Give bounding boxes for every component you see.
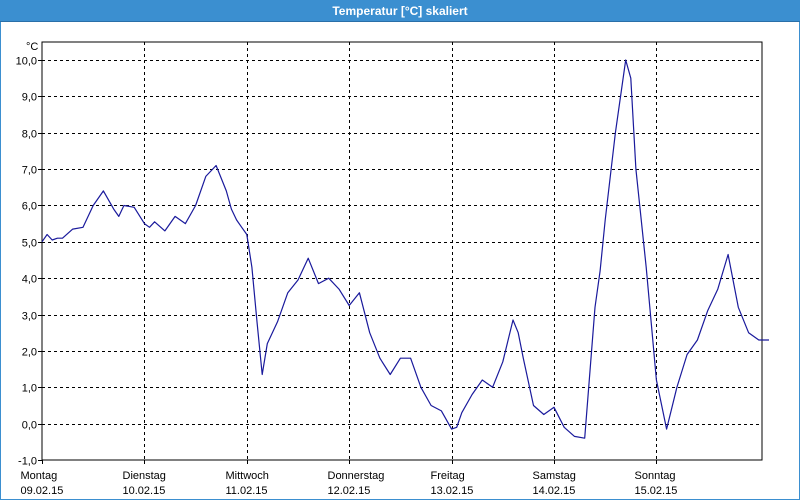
x-date-label: 11.02.15 (226, 485, 268, 497)
y-tick-label: 8,0 (22, 129, 37, 141)
x-day-label: Freitag (431, 470, 465, 482)
chart-title-bar: Temperatur [°C] skaliert (0, 0, 800, 22)
y-tick-label: 1,0 (22, 383, 37, 395)
y-tick-label: 7,0 (22, 165, 37, 177)
x-date-label: 13.02.15 (431, 485, 474, 497)
x-day-label: Samstag (533, 470, 576, 482)
x-day-label: Mittwoch (226, 470, 269, 482)
y-tick-label: 4,0 (22, 274, 37, 286)
x-date-label: 09.02.15 (21, 485, 64, 497)
x-date-label: 15.02.15 (635, 485, 678, 497)
x-date-label: 12.02.15 (328, 485, 371, 497)
y-tick-label: 5,0 (22, 238, 37, 250)
y-tick-label: -1,0 (18, 456, 37, 468)
y-tick-label: 6,0 (22, 201, 37, 213)
y-tick-label: 9,0 (22, 92, 37, 104)
x-day-label: Dienstag (123, 470, 166, 482)
x-date-label: 10.02.15 (123, 485, 166, 497)
x-date-label: 14.02.15 (533, 485, 576, 497)
y-tick-label: 0,0 (22, 420, 37, 432)
y-axis-unit: °C (26, 41, 38, 53)
y-tick-label: 2,0 (22, 347, 37, 359)
y-tick-label: 3,0 (22, 311, 37, 323)
chart-title: Temperatur [°C] skaliert (332, 3, 468, 18)
plot-area (41, 41, 763, 461)
x-day-label: Donnerstag (328, 470, 385, 482)
y-tick-label: 10,0 (16, 56, 37, 68)
temperature-series-line (41, 59, 769, 439)
x-day-label: Sonntag (635, 470, 676, 482)
x-day-label: Montag (21, 470, 58, 482)
